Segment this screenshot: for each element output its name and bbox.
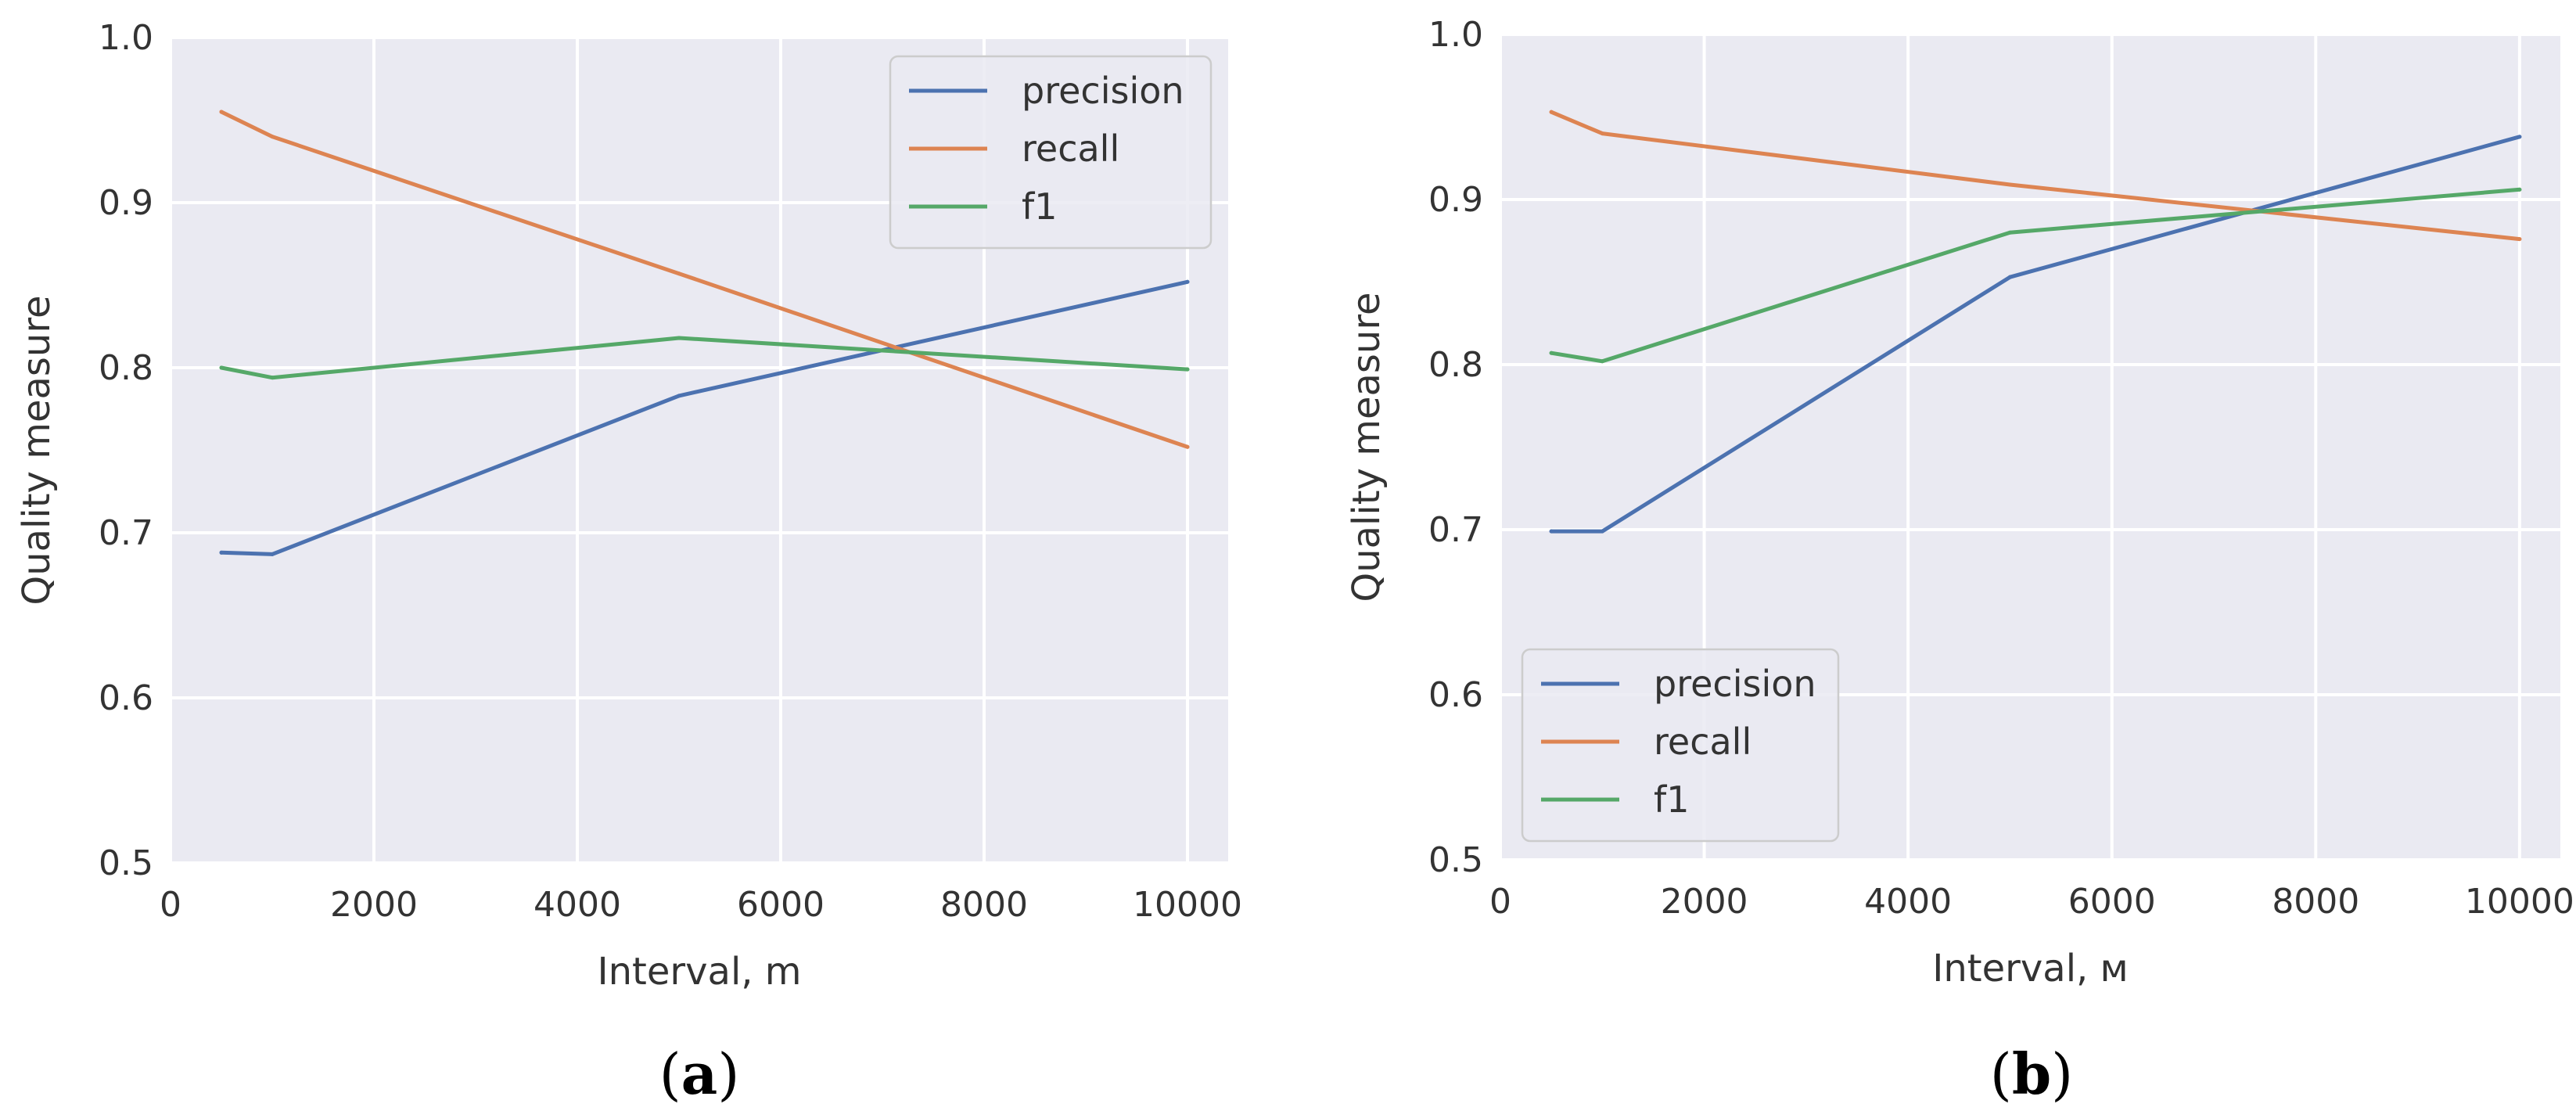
y-tick-label: 0.8 [1428, 345, 1483, 385]
x-axis-label: Interval, м [1932, 947, 2129, 990]
data-point-f1 [677, 336, 681, 340]
x-tick-label: 8000 [2272, 882, 2359, 922]
x-tick-label: 0 [160, 885, 181, 925]
caption-paren-open: ( [1990, 1041, 2012, 1107]
panel-caption: (a) [659, 1041, 740, 1107]
data-point-precision [270, 552, 275, 556]
x-tick-label: 4000 [1864, 882, 1952, 922]
legend-label-precision: precision [1654, 663, 1816, 705]
x-tick-label: 0 [1489, 882, 1511, 922]
x-tick-label: 10000 [2465, 882, 2574, 922]
series-line-f1 [219, 336, 1190, 380]
x-tick-label: 8000 [940, 885, 1028, 925]
series-line-precision [219, 279, 1190, 556]
caption-paren-close: ) [717, 1041, 739, 1107]
data-point-recall [1600, 131, 1604, 136]
legend: precision recall f1 [889, 55, 1213, 250]
data-point-f1 [1549, 350, 1554, 355]
chart-panel-a: 0.5 0.6 0.7 0.8 0.9 1.0 0 2000 4000 6000 8000 10000… [15, 18, 1242, 1107]
legend-label-f1: f1 [1022, 185, 1057, 228]
legend-box [1521, 648, 1840, 843]
data-point-recall [219, 110, 224, 114]
caption-paren-open: ( [659, 1041, 681, 1107]
y-tick-label: 0.8 [99, 348, 153, 388]
x-tick-label: 4000 [534, 885, 621, 925]
series-line-precision [1549, 135, 2522, 534]
data-point-precision [2517, 135, 2522, 139]
legend-label-precision: precision [1022, 70, 1184, 112]
chart-panel-b: 0.5 0.6 0.7 0.8 0.9 1.0 0 2000 4000 6000 8000 10000… [1345, 15, 2574, 1107]
x-tick-label: 10000 [1133, 885, 1242, 925]
y-tick-label: 0.6 [99, 678, 153, 718]
y-tick-label: 0.5 [1428, 840, 1483, 880]
data-point-precision [677, 394, 681, 398]
legend-label-recall: recall [1654, 721, 1751, 763]
x-tick-label: 6000 [2068, 882, 2156, 922]
y-tick-label: 0.5 [99, 843, 153, 883]
y-tick-label: 0.9 [99, 183, 153, 223]
y-tick-label: 0.7 [99, 513, 153, 553]
legend-label-recall: recall [1022, 128, 1119, 170]
data-point-precision [219, 550, 224, 555]
y-tick-label: 1.0 [99, 18, 153, 58]
x-tick-label: 6000 [737, 885, 825, 925]
data-point-f1 [2007, 230, 2012, 235]
y-tick-label: 1.0 [1428, 15, 1483, 55]
data-point-precision [1600, 529, 1604, 534]
series-line-f1 [1549, 187, 2522, 364]
data-point-f1 [2517, 187, 2522, 192]
data-point-precision [1549, 529, 1554, 534]
data-point-recall [1549, 110, 1554, 114]
caption-letter: b [2012, 1041, 2051, 1107]
data-point-f1 [219, 365, 224, 370]
y-tick-label: 0.6 [1428, 675, 1483, 715]
data-point-precision [2007, 275, 2012, 279]
data-point-f1 [1185, 367, 1190, 372]
data-point-f1 [270, 376, 275, 380]
legend-box [889, 55, 1213, 250]
data-point-recall [2007, 182, 2012, 187]
data-point-f1 [1600, 359, 1604, 364]
x-tick-label: 2000 [1661, 882, 1748, 922]
data-point-recall [1185, 444, 1190, 449]
y-axis-label: Quality measure [15, 295, 59, 605]
legend-label-f1: f1 [1654, 778, 1689, 821]
data-point-recall [2517, 237, 2522, 242]
panel-caption: (b) [1990, 1041, 2074, 1107]
y-tick-label: 0.9 [1428, 180, 1483, 220]
caption-letter: a [681, 1041, 718, 1107]
x-tick-label: 2000 [330, 885, 418, 925]
y-axis-label: Quality measure [1345, 292, 1389, 602]
legend: precision recall f1 [1521, 648, 1840, 843]
data-point-recall [270, 135, 275, 139]
series-line-recall [219, 110, 1190, 449]
x-axis-label: Interval, m [597, 950, 801, 994]
y-tick-label: 0.7 [1428, 510, 1483, 550]
data-point-precision [1185, 279, 1190, 284]
caption-paren-close: ) [2051, 1041, 2073, 1107]
data-point-recall [677, 271, 681, 276]
